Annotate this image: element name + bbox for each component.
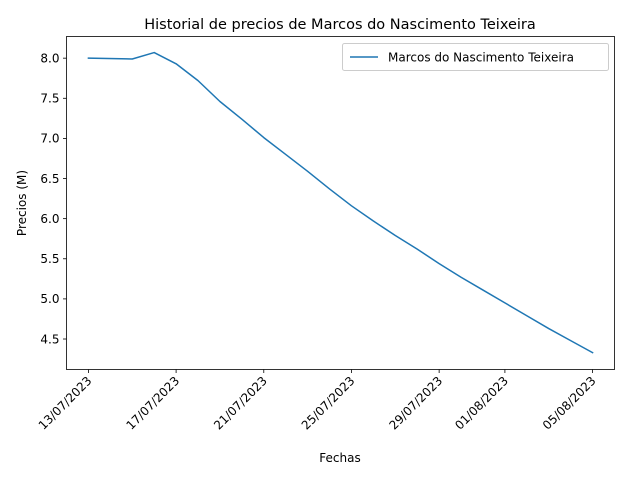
chart-title: Historial de precios de Marcos do Nascim… bbox=[144, 17, 536, 33]
legend-label: Marcos do Nascimento Teixeira bbox=[388, 51, 574, 65]
y-tick-label: 5.0 bbox=[40, 292, 59, 306]
series-line bbox=[87, 51, 594, 354]
x-axis-label: Fechas bbox=[319, 451, 360, 465]
y-tick-label: 5.5 bbox=[40, 252, 59, 266]
y-tick-label: 7.5 bbox=[40, 92, 59, 106]
plot-frame bbox=[66, 36, 615, 370]
y-tick-label: 7.0 bbox=[40, 132, 59, 146]
y-axis: 4.5 5.0 5.5 6.0 6.5 7.0 7.5 8.0 bbox=[40, 51, 67, 346]
y-tick-label: 4.5 bbox=[40, 332, 59, 346]
y-tick-label: 6.5 bbox=[40, 172, 59, 186]
legend: Marcos do Nascimento Teixeira bbox=[342, 43, 609, 71]
y-tick-label: 8.0 bbox=[40, 51, 59, 65]
y-axis-label: Precios (M) bbox=[15, 170, 29, 236]
legend-box bbox=[342, 43, 609, 71]
y-tick-label: 6.0 bbox=[40, 212, 59, 226]
